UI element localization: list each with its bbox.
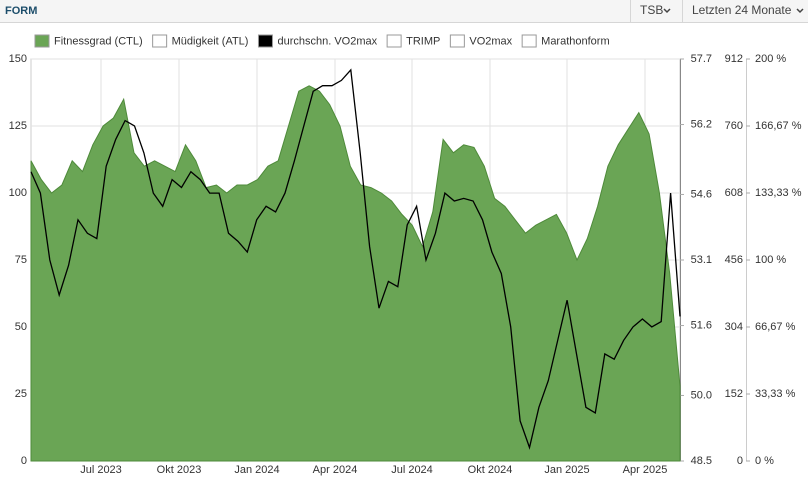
- legend-label: VO2max: [469, 35, 512, 47]
- line: [30, 68, 681, 450]
- x-tick-label: Okt 2023: [157, 464, 202, 476]
- y-tick-label: 54.6: [691, 188, 712, 200]
- legend-label: TRIMP: [406, 35, 440, 47]
- y-tick-label: 304: [725, 321, 743, 333]
- y-tick-label: 0: [737, 455, 743, 467]
- legend-label: Marathonform: [541, 35, 609, 47]
- y-tick-label: 125: [9, 120, 27, 132]
- legend: [30, 31, 620, 52]
- x-tick-label: Jul 2024: [391, 464, 433, 476]
- x-tick-label: Apr 2024: [313, 464, 358, 476]
- chevron[interactable]: [796, 8, 804, 14]
- legend-swatch: [521, 34, 537, 48]
- y-tick-label: 912: [725, 53, 743, 65]
- y-tick-label: 150: [9, 53, 27, 65]
- legend-swatch: [257, 34, 273, 48]
- x-tick-label: Apr 2025: [623, 464, 668, 476]
- legend-label: Fitnessgrad (CTL): [54, 35, 143, 47]
- dropdown-label[interactable]: Letzten 24 Monate: [692, 3, 792, 17]
- legend-item[interactable]: Marathonform: [521, 34, 610, 48]
- legend-swatch: [34, 34, 50, 48]
- y-tick-label: 0: [21, 455, 27, 467]
- y-tick-label: 133,33 %: [755, 187, 802, 199]
- y-tick-label: 760: [725, 120, 743, 132]
- y-tick-label: 56.2: [691, 118, 712, 130]
- y-tick-label: 33,33 %: [755, 388, 796, 400]
- y-tick-label: 100: [9, 187, 27, 199]
- y-tick-label: 48.5: [691, 455, 712, 467]
- y-tick-label: 25: [15, 388, 27, 400]
- legend-swatch: [386, 34, 402, 48]
- legend-item[interactable]: Fitnessgrad (CTL): [34, 34, 143, 48]
- y-tick-label: 50: [15, 321, 27, 333]
- y-tick-label: 75: [15, 254, 27, 266]
- x-tick-label: Jan 2024: [234, 464, 279, 476]
- y-tick-label: 456: [725, 254, 743, 266]
- header-title: FORM: [5, 5, 37, 17]
- y-tick-label: 152: [725, 388, 743, 400]
- legend-item[interactable]: Müdigkeit (ATL): [152, 34, 249, 48]
- legend-item[interactable]: VO2max: [449, 34, 513, 48]
- y-tick-label: 0 %: [755, 455, 774, 467]
- area: [30, 85, 681, 462]
- dropdown[interactable]: TSB: [640, 3, 671, 17]
- chevron[interactable]: [663, 8, 671, 14]
- legend-swatch: [152, 34, 168, 48]
- legend-label: Müdigkeit (ATL): [172, 35, 249, 47]
- x-tick-label: Okt 2024: [468, 464, 513, 476]
- y-tick-label: 57.7: [691, 53, 712, 65]
- legend-label: durchschn. VO2max: [277, 35, 377, 47]
- y-tick-label: 66,67 %: [755, 321, 796, 333]
- y-tick-label: 608: [725, 187, 743, 199]
- legend-item[interactable]: TRIMP: [386, 34, 440, 48]
- y-tick-label: 100 %: [755, 254, 786, 266]
- dropdown-label[interactable]: TSB: [640, 3, 663, 17]
- y-tick-label: 50.0: [691, 389, 712, 401]
- y-tick-label: 53.1: [691, 254, 712, 266]
- header-bar: [0, 0, 808, 22]
- y-tick-label: 166,67 %: [755, 120, 802, 132]
- dropdown[interactable]: Letzten 24 Monate: [692, 3, 804, 17]
- x-tick-label: Jan 2025: [544, 464, 589, 476]
- legend-swatch: [449, 34, 465, 48]
- y-tick-label: 200 %: [755, 53, 786, 65]
- x-tick-label: Jul 2023: [80, 464, 122, 476]
- y-tick-label: 51.6: [691, 319, 712, 331]
- legend-item[interactable]: durchschn. VO2max: [257, 34, 378, 48]
